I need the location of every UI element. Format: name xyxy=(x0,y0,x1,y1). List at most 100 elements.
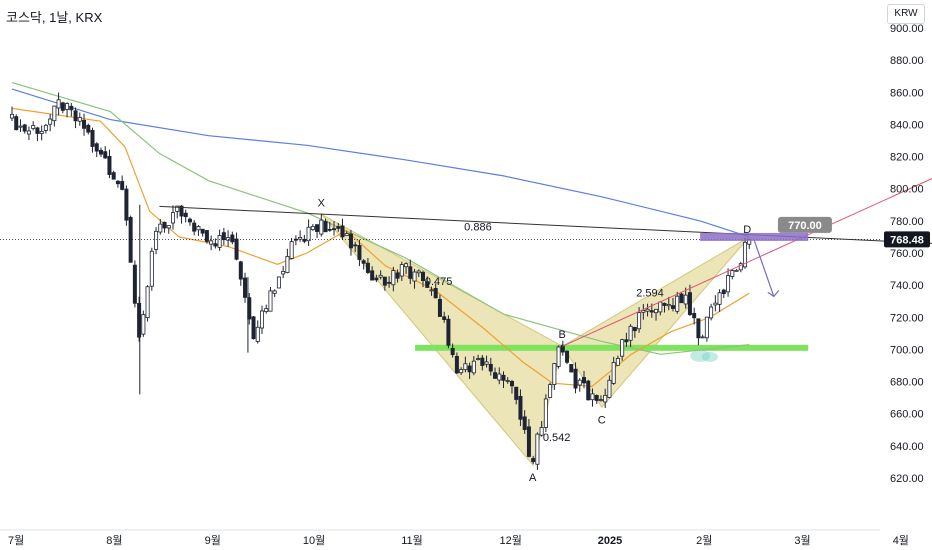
candle-body xyxy=(158,223,163,233)
candle-body xyxy=(200,228,205,234)
ma-long-line xyxy=(11,88,750,238)
candle-body xyxy=(111,172,116,180)
time-axis[interactable]: 7월 8월 9월 10월 11월 12월 2025 2월 3월 4월 xyxy=(0,529,909,547)
candle-body xyxy=(743,241,748,268)
candle-body xyxy=(518,395,523,420)
candle-body xyxy=(39,130,44,135)
x-tick-label: 12월 xyxy=(500,534,522,547)
target-price-label: 770.00 xyxy=(788,220,822,232)
candle-body xyxy=(649,310,654,313)
y-tick-label: 800.00 xyxy=(890,184,924,196)
currency-button[interactable]: KRW xyxy=(887,4,925,24)
candle-body xyxy=(730,270,735,277)
candle-body xyxy=(132,264,137,304)
moving-averages-layer xyxy=(11,82,750,388)
candle-body xyxy=(548,384,553,398)
y-tick-label: 620.00 xyxy=(890,473,924,485)
candle-body xyxy=(259,310,264,329)
candle-body xyxy=(577,379,582,386)
y-tick-label: 640.00 xyxy=(890,441,924,453)
x-tick-label: 2월 xyxy=(696,534,712,547)
candle-body xyxy=(353,244,358,247)
candle-body xyxy=(565,350,570,363)
candle-body xyxy=(539,427,544,436)
candle-body xyxy=(9,113,14,119)
candle-body xyxy=(480,357,485,366)
price-axis[interactable]: 620.00 640.00 660.00 680.00 700.00 720.00 740.… xyxy=(884,23,930,485)
candle-body xyxy=(450,347,455,356)
candle-body xyxy=(493,372,498,379)
candle-body xyxy=(412,271,417,282)
candle-body xyxy=(18,125,23,128)
candle-body xyxy=(56,99,61,109)
candle-body xyxy=(323,221,328,233)
candle-body xyxy=(675,295,680,312)
bear-arrow xyxy=(753,239,775,297)
candle-body xyxy=(251,316,256,340)
y-tick-label: 780.00 xyxy=(890,216,924,228)
y-tick-label: 700.00 xyxy=(890,344,924,356)
candle-body xyxy=(187,218,192,223)
candle-body xyxy=(535,433,540,465)
candle-body xyxy=(344,233,349,236)
candle-body xyxy=(488,363,493,372)
candle-body xyxy=(230,234,235,243)
pattern-point-label: A xyxy=(529,472,537,484)
x-tick-label: 10월 xyxy=(303,534,325,547)
pattern-point-label: C xyxy=(598,414,606,426)
candle-body xyxy=(637,312,642,330)
candle-body xyxy=(90,129,95,147)
candle-body xyxy=(128,216,133,263)
candle-body xyxy=(238,261,243,280)
chart-title: 코스닥, 1날, KRX xyxy=(6,10,103,25)
candle-body xyxy=(213,243,218,247)
candle-body xyxy=(22,124,27,132)
candle-body xyxy=(552,363,557,385)
candle-body xyxy=(272,290,277,294)
candle-body xyxy=(332,228,337,231)
candle-body xyxy=(69,105,74,111)
candle-body xyxy=(463,363,468,371)
y-tick-label: 660.00 xyxy=(890,409,924,421)
candle-body xyxy=(391,270,396,286)
candle-body xyxy=(590,393,595,401)
trendline xyxy=(159,205,932,244)
projection-line xyxy=(562,178,932,347)
candle-body xyxy=(289,241,294,259)
x-tick-label: 8월 xyxy=(106,534,122,547)
candle-body xyxy=(471,360,476,374)
candle-body xyxy=(467,365,472,373)
candle-body xyxy=(107,156,112,175)
candle-body xyxy=(137,303,142,338)
candle-body xyxy=(526,426,531,457)
candle-body xyxy=(607,379,612,398)
candle-body xyxy=(26,130,31,135)
y-tick-label: 720.00 xyxy=(890,312,924,324)
candle-body xyxy=(531,458,536,463)
candle-body xyxy=(683,294,688,305)
candle-body xyxy=(615,358,620,366)
candle-body xyxy=(696,318,701,339)
candle-body xyxy=(713,302,718,306)
candle-body xyxy=(35,127,40,134)
candle-body xyxy=(209,240,214,245)
candle-body xyxy=(543,398,548,428)
candle-body xyxy=(594,395,599,401)
candle-body xyxy=(298,236,303,240)
candle-body xyxy=(476,358,481,360)
candle-body xyxy=(234,238,239,260)
candle-body xyxy=(340,225,345,238)
candle-body xyxy=(175,205,180,212)
ma-short-line xyxy=(11,107,750,388)
candle-body xyxy=(179,205,184,217)
candle-body xyxy=(149,250,154,287)
candle-body xyxy=(315,224,320,232)
candle-body xyxy=(14,116,19,131)
candle-body xyxy=(611,362,616,384)
candle-body xyxy=(73,110,78,122)
candle-body xyxy=(408,266,413,279)
candle-body xyxy=(319,219,324,235)
y-tick-label: 900.00 xyxy=(890,23,924,35)
candle-body xyxy=(582,377,587,384)
